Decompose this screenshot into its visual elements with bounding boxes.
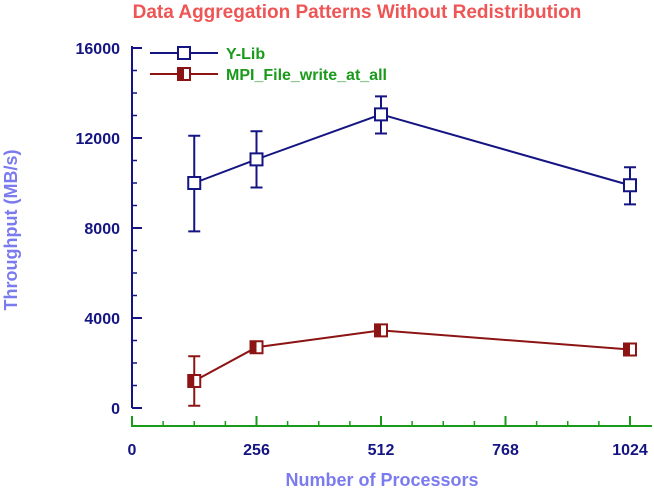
marker-fill xyxy=(375,324,381,337)
legend: Y-Lib MPI_File_write_at_all xyxy=(150,46,387,84)
legend-entry-0: Y-Lib xyxy=(150,46,265,63)
data-point xyxy=(187,176,202,190)
marker-fill xyxy=(624,343,630,356)
legend-entry-1: MPI_File_write_at_all xyxy=(150,67,387,84)
series-layer xyxy=(187,95,637,407)
marker-fill xyxy=(178,68,184,80)
marker-outline xyxy=(623,178,637,193)
marker-outline xyxy=(374,107,388,122)
chart-title: Data Aggregation Patterns Without Redist… xyxy=(133,2,582,23)
data-point xyxy=(374,107,388,122)
data-point xyxy=(374,323,388,338)
series-line xyxy=(193,113,631,187)
x-tick-label-0: 0 xyxy=(128,442,137,459)
marker-outline xyxy=(187,176,202,190)
series-0 xyxy=(187,95,637,233)
legend-marker xyxy=(177,46,191,60)
marker-outline xyxy=(249,152,264,167)
data-point xyxy=(623,342,637,357)
marker-outline xyxy=(177,46,191,60)
data-point xyxy=(623,178,637,193)
data-point xyxy=(249,152,264,167)
y-tick-label-8000: 8000 xyxy=(84,221,120,238)
x-axis-label: Number of Processors xyxy=(285,470,478,489)
marker-fill xyxy=(188,375,195,387)
legend-label: MPI_File_write_at_all xyxy=(226,67,387,84)
series-1 xyxy=(187,323,637,407)
axes: 0 4000 8000 12000 16000 0 256 512 768 1024 xyxy=(76,41,652,459)
data-point xyxy=(187,374,202,388)
series-line xyxy=(193,329,631,382)
y-tick-label-16000: 16000 xyxy=(76,41,121,58)
y-tick-label-4000: 4000 xyxy=(84,311,120,328)
y-tick-label-0: 0 xyxy=(111,401,120,418)
legend-label: Y-Lib xyxy=(226,46,265,63)
legend-marker xyxy=(177,67,191,81)
data-point xyxy=(249,340,264,355)
x-tick-label-768: 768 xyxy=(492,442,519,459)
marker-fill xyxy=(250,341,257,354)
x-tick-label-512: 512 xyxy=(368,442,395,459)
y-axis-label: Throughput (MB/s) xyxy=(1,150,21,311)
y-tick-label-12000: 12000 xyxy=(76,131,121,148)
x-tick-label-1024: 1024 xyxy=(612,442,648,459)
x-tick-label-256: 256 xyxy=(243,442,270,459)
